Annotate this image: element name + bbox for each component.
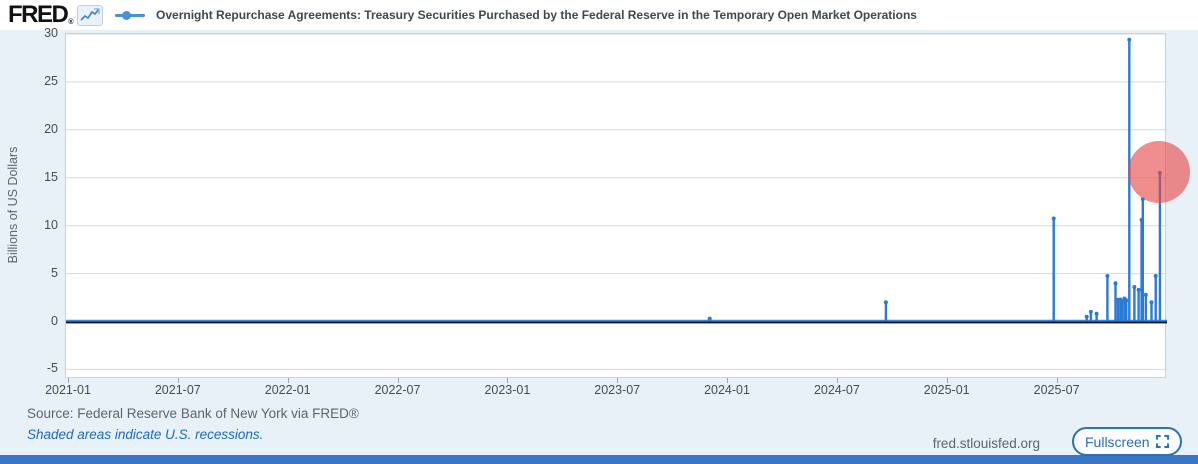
x-tick-mark bbox=[397, 378, 399, 383]
y-tick-label: -5 bbox=[46, 361, 58, 376]
series-legend[interactable]: Overnight Repurchase Agreements: Treasur… bbox=[115, 8, 917, 22]
source-attribution: Source: Federal Reserve Bank of New York… bbox=[27, 406, 359, 421]
y-tick-label: 5 bbox=[51, 265, 58, 280]
fullscreen-button[interactable]: Fullscreen bbox=[1072, 427, 1182, 456]
x-tick-mark bbox=[727, 378, 728, 383]
series-legend-marker-icon bbox=[115, 10, 149, 20]
fullscreen-corners-icon bbox=[1155, 435, 1169, 448]
chart-header: FRED ® Overnight Repurchase Agreements: … bbox=[0, 0, 1198, 30]
series-line-chart bbox=[66, 34, 1167, 370]
x-tick-mark bbox=[946, 378, 948, 383]
x-tick-label: 2024-07 bbox=[813, 383, 860, 397]
fred-logo-text: FRED bbox=[8, 1, 69, 28]
x-tick-label: 2023-07 bbox=[594, 383, 641, 397]
y-tick-label: 25 bbox=[44, 73, 58, 88]
x-tick-label: 2021-01 bbox=[45, 383, 91, 397]
x-tick-mark bbox=[836, 378, 838, 383]
x-tick-mark bbox=[507, 378, 509, 383]
mini-chart-icon bbox=[77, 4, 104, 26]
y-tick-label: 10 bbox=[44, 217, 58, 232]
x-tick-label: 2023-01 bbox=[484, 383, 531, 397]
fred-logo-registered-mark: ® bbox=[68, 19, 73, 26]
y-tick-label: 15 bbox=[44, 169, 58, 184]
y-tick-label: 20 bbox=[44, 121, 58, 136]
x-tick-mark bbox=[617, 378, 619, 383]
x-tick-label: 2021-07 bbox=[154, 383, 201, 397]
x-tick-label: 2025-01 bbox=[923, 383, 970, 397]
fred-logo[interactable]: FRED ® bbox=[8, 1, 73, 28]
series-legend-label: Overnight Repurchase Agreements: Treasur… bbox=[156, 8, 917, 22]
plot-area[interactable] bbox=[65, 33, 1167, 378]
fred-site-url: fred.stlouisfed.org bbox=[932, 436, 1040, 451]
x-tick-label: 2025-07 bbox=[1033, 383, 1080, 397]
recession-note-link[interactable]: Shaded areas indicate U.S. recessions. bbox=[27, 427, 264, 442]
x-tick-label: 2024-01 bbox=[704, 383, 750, 397]
x-tick-mark bbox=[1056, 378, 1058, 383]
y-tick-label: 30 bbox=[44, 26, 58, 40]
y-tick-label: 0 bbox=[51, 313, 58, 328]
x-tick-label: 2022-01 bbox=[264, 383, 311, 397]
x-tick-mark bbox=[68, 378, 69, 383]
x-tick-label: 2022-07 bbox=[374, 383, 421, 397]
x-tick-mark bbox=[177, 378, 179, 383]
y-axis-title: Billions of US Dollars bbox=[6, 146, 20, 264]
fullscreen-button-label: Fullscreen bbox=[1085, 433, 1150, 450]
bottom-accent-bar bbox=[0, 455, 1198, 464]
x-tick-mark bbox=[287, 378, 289, 383]
